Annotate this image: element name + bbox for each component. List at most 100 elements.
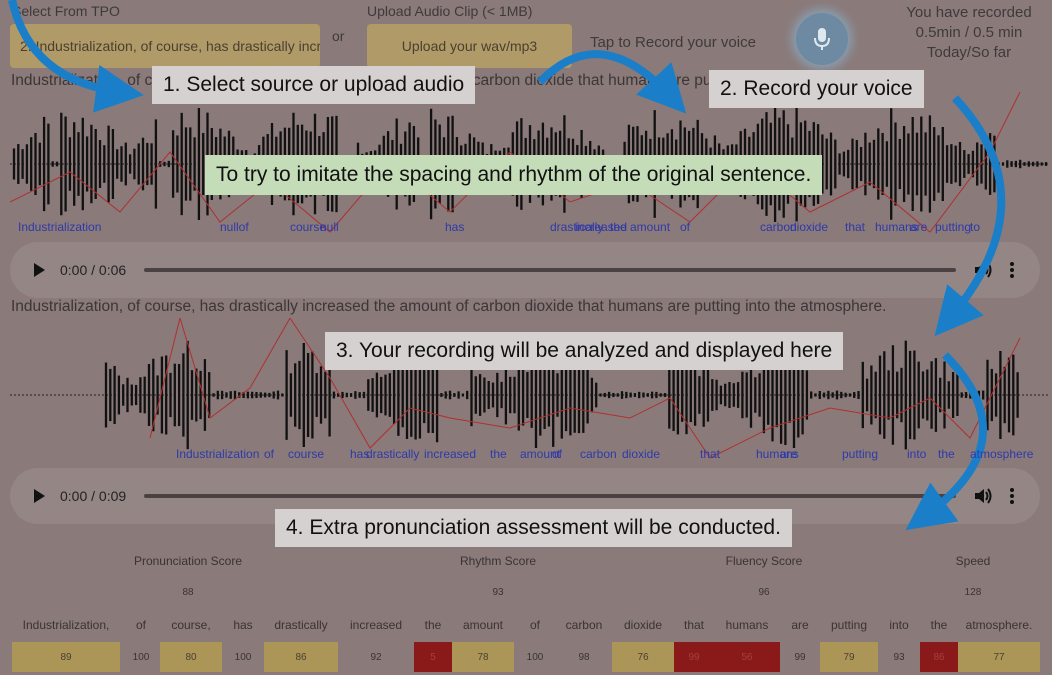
assessment-word: carbon (565, 618, 603, 632)
recording-sentence: Industrialization, of course, has drasti… (11, 298, 887, 315)
callout-step-2: 2. Record your voice (709, 70, 924, 108)
assessment-word: atmosphere. (965, 618, 1033, 632)
callout-step-3: 3. Your recording will be analyzed and d… (325, 332, 844, 370)
original-word-label: are (910, 220, 928, 234)
assessment-word: the (424, 618, 442, 632)
pronunciation-score-label: Pronunciation Score (133, 554, 243, 568)
upload-label: Upload Audio Clip (< 1MB) (367, 3, 533, 19)
play-icon[interactable] (34, 489, 45, 503)
assessment-score-cell: 99 (794, 651, 806, 663)
assessment-score-cell: 76 (612, 642, 674, 672)
assessment-score-cell: 86 (920, 642, 958, 672)
assessment-score-cell: 77 (958, 642, 1040, 672)
assessment-word: amount (462, 618, 504, 632)
assessment-word: that (683, 618, 704, 632)
rhythm-score-value: 93 (492, 587, 504, 598)
assessment-score-cell: 86 (264, 642, 338, 672)
pronunciation-score-value: 88 (182, 587, 194, 598)
assessment-score-cell: 100 (234, 651, 252, 663)
record-button[interactable] (796, 13, 848, 65)
assessment-word: course, (171, 618, 211, 632)
pitch-contour (10, 92, 1021, 233)
original-word-label: dioxide (790, 220, 829, 234)
recording-word-label: the (938, 447, 955, 461)
or-label: or (332, 28, 345, 44)
assessment-score-cell: 89 (12, 642, 120, 672)
original-seek-bar[interactable] (144, 268, 956, 272)
recording-word-label: putting (842, 447, 879, 461)
assessment-word: of (529, 618, 540, 632)
assessment-word: Industrialization, (22, 618, 110, 632)
recording-player-time: 0:00 / 0:09 (60, 488, 127, 504)
assessment-word: increased (349, 618, 403, 632)
speed-label: Speed (955, 554, 991, 568)
tpo-select[interactable]: 2. Industrialization, of course, has dra… (10, 24, 320, 68)
assessment-score-cell: 56 (714, 642, 780, 672)
pitch-contour (149, 318, 1021, 459)
arrow-step-4 (905, 352, 987, 531)
more-options-icon[interactable] (1010, 262, 1014, 280)
original-word-label: the (610, 220, 627, 234)
original-word-label: putting (935, 220, 972, 234)
more-options-icon[interactable] (1010, 488, 1014, 506)
assessment-score-cell: 80 (160, 642, 222, 672)
recording-word-label: humans (756, 447, 799, 461)
recording-word-label: has (350, 447, 370, 461)
original-word-label: of (680, 220, 691, 234)
arrow-step-1 (8, 0, 144, 113)
assessment-score-cell: 98 (578, 651, 590, 663)
assessment-word: dioxide (623, 618, 663, 632)
fluency-score-value: 96 (758, 587, 770, 598)
recording-word-label: Industrialization (176, 447, 260, 461)
assessment-score-cell: 79 (820, 642, 878, 672)
recording-word-label: the (490, 447, 507, 461)
recording-waveform (10, 318, 1050, 459)
rhythm-score-label: Rhythm Score (459, 554, 537, 568)
recording-word-label: course (288, 447, 325, 461)
original-word-label: increased (575, 220, 628, 234)
assessment-score-cell: 78 (452, 642, 514, 672)
original-word-label: to (970, 220, 981, 234)
assessment-score-cell: 100 (526, 651, 544, 663)
record-label: Tap to Record your voice (590, 34, 756, 51)
usage-line-1: You have recorded (906, 4, 1032, 21)
recording-word-label: into (907, 447, 927, 461)
assessment-word: into (889, 618, 909, 632)
usage-line-2: 0.5min / 0.5 min (915, 24, 1023, 41)
assessment-score-cell: 92 (370, 651, 382, 663)
arrow-step-3 (934, 95, 1006, 337)
assessment-score-cell: 93 (893, 651, 905, 663)
volume-icon[interactable] (974, 487, 992, 505)
recording-seek-bar[interactable] (144, 494, 956, 498)
original-word-label: null (320, 220, 339, 234)
callout-step-1: 1. Select source or upload audio (152, 66, 476, 104)
recording-word-label: of (264, 447, 275, 461)
assessment-word: of (135, 618, 146, 632)
recording-word-label: of (552, 447, 563, 461)
assessment-word: has (233, 618, 253, 632)
original-audio-player[interactable]: 0:00 / 0:06 (10, 242, 1040, 298)
recording-word-label: atmosphere (970, 447, 1034, 461)
recording-word-label: are (780, 447, 798, 461)
recording-word-label: drastically (366, 447, 420, 461)
original-word-label: has (445, 220, 465, 234)
callout-step-4: 4. Extra pronunciation assessment will b… (275, 509, 792, 547)
usage-line-3: Today/So far (926, 44, 1012, 61)
original-word-label: carbon (760, 220, 797, 234)
assessment-score-cell: 5 (414, 642, 452, 672)
usage-info: You have recorded 0.5min / 0.5 min Today… (894, 3, 1044, 63)
speed-value: 128 (964, 587, 982, 598)
recording-word-label: dioxide (622, 447, 661, 461)
original-word-label: drastically (550, 220, 604, 234)
assessment-word: humans (725, 618, 769, 632)
play-icon[interactable] (34, 263, 45, 277)
upload-button[interactable]: Upload your wav/mp3 (367, 24, 572, 68)
recording-word-label: increased (424, 447, 477, 461)
recording-word-label: that (700, 447, 721, 461)
assessment-word: drastically (274, 618, 328, 632)
assessment-score-cell: 100 (132, 651, 150, 663)
assessment-score-cell: 99 (674, 642, 714, 672)
original-player-time: 0:00 / 0:06 (60, 262, 127, 278)
assessment-word: putting (830, 618, 868, 632)
